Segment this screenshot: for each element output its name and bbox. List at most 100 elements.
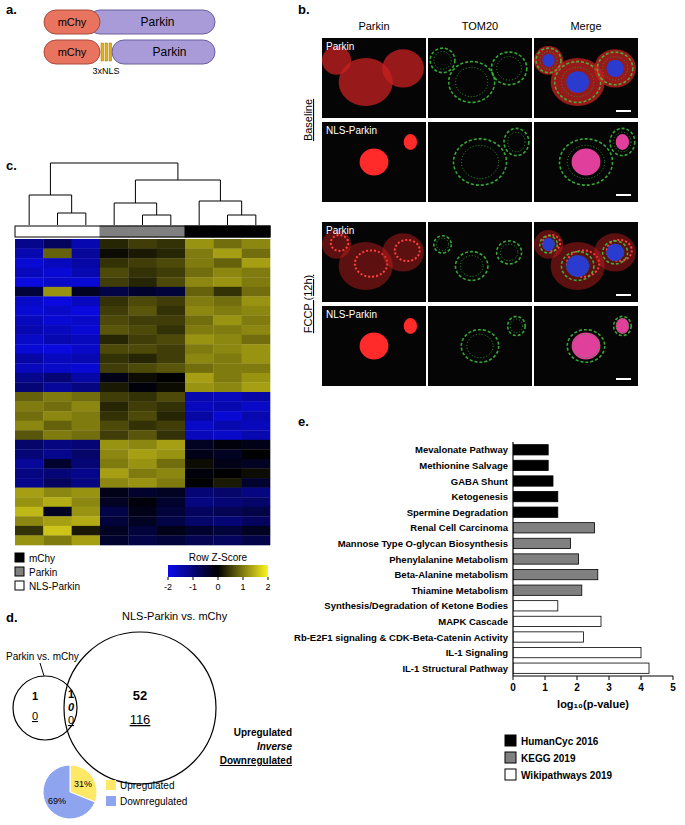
heatmap-cell [100,507,129,517]
heatmap-cell [213,535,242,545]
heatmap-cell [213,373,242,383]
heatmap-cell [213,478,242,488]
pie-slice [43,765,95,819]
nucleus [542,54,554,67]
category-label: Thiamine Metabolism [411,585,508,596]
heatmap-cell [43,392,72,402]
heatmap-cell [185,469,214,479]
heatmap-cell [185,516,214,526]
heatmap-cell [72,316,101,326]
legend-swatch [15,581,24,590]
heatmap-cell [185,325,214,335]
venn-key: Downregulated [220,755,292,766]
heatmap-cell [185,526,214,536]
heatmap-cell [242,239,271,249]
heatmap-cell [157,411,186,421]
heatmap-cell [43,382,72,392]
heatmap-cell [185,354,214,364]
tom20-signal [508,132,525,152]
heatmap-cell [72,430,101,440]
heatmap-cell [157,363,186,373]
tom20-signal [491,52,526,85]
tom20-signal [614,132,631,152]
x-tick [577,676,578,680]
venn-count: 52 [133,688,147,703]
heatmap-cell [242,497,271,507]
heatmap-cell [100,316,129,326]
heatmap-cell [157,535,186,545]
y-axis [512,442,513,676]
heatmap-cell [242,249,271,259]
heatmap-cell [72,478,101,488]
image-background [428,122,532,202]
heatmap-cell [213,392,242,402]
column-group-bar [15,226,43,237]
heatmap-cell [213,363,242,373]
tom20-signal [436,238,448,250]
heatmap-cell [72,421,101,431]
tom20-signal [610,128,635,155]
bars [513,445,649,674]
heatmap-cell [185,344,214,354]
heatmap-cell [100,440,129,450]
parkin-signal [594,49,636,87]
heatmap-cell [242,402,271,412]
heatmap-cell [43,335,72,345]
colorbar-title: Row Z-Score [189,552,248,563]
heatmap-cell [72,516,101,526]
heatmap-cell [213,382,242,392]
x-axis [513,675,673,676]
heatmap-cell [100,296,129,306]
legend-swatch [505,752,516,763]
venn-count: 1 [68,688,74,700]
heatmap-cell [213,316,242,326]
heatmap-cell [128,449,157,459]
heatmap-cell [15,258,44,268]
heatmap-cell [15,306,44,316]
tom20-signal [461,330,498,363]
heatmap-cell [128,421,157,431]
row-label: Parkin [326,41,354,52]
x-tick-label: 5 [670,682,676,693]
x-tick [673,676,674,680]
heatmap-cell [242,316,271,326]
heatmap-cell [157,296,186,306]
heatmap-cell [157,392,186,402]
heatmap-cell [185,440,214,450]
heatmap-cell [185,306,214,316]
heatmap-cell [100,325,129,335]
heatmap-cell [157,421,186,431]
nls-bar [109,43,112,61]
mchy-domain [44,10,100,34]
heatmap-cell [157,382,186,392]
heatmap-cell [157,268,186,278]
column-group-bar [242,226,270,237]
construct: mChyParkin3xNLS [44,40,215,76]
category-label: Renal Cell Carcinoma [410,522,508,533]
venn-set-label: Parkin vs. mChy [6,651,79,662]
heatmap-cell [157,402,186,412]
heatmap-cell [43,344,72,354]
tom20-signal [567,145,604,178]
tom20-signal [461,145,498,178]
heatmap-cell [43,402,72,412]
heatmap-cell [43,526,72,536]
construct: mChyParkin [44,10,215,34]
colorbar [168,565,268,577]
heatmap-cell [43,507,72,517]
heatmap-cell [43,430,72,440]
tom20-signal [497,57,522,81]
heatmap-cell [72,440,101,450]
parkin-nuclear [572,149,601,176]
heatmap-cell [15,268,44,278]
colorbar-tick [268,577,269,580]
nucleus [542,238,554,251]
legend-swatch [15,553,24,562]
heatmap-cell [15,469,44,479]
venn-count: 116 [130,712,151,727]
heatmap-cell [15,363,44,373]
heatmap-cell [242,373,271,383]
heatmap-cell [72,526,101,536]
colorbar-tick [193,577,194,580]
heatmap-cell [100,516,129,526]
